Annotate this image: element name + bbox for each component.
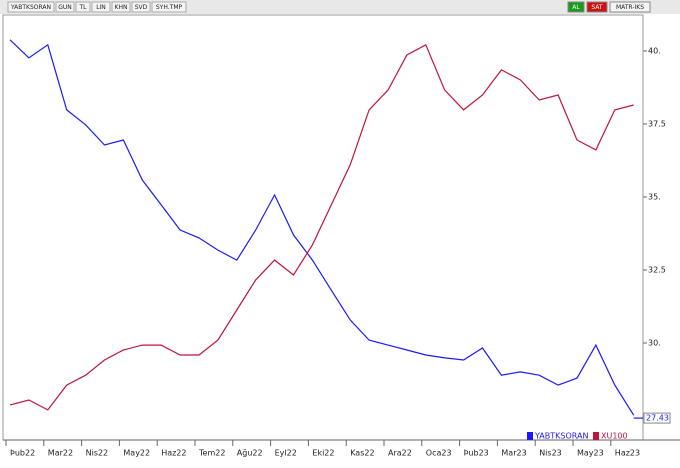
x-tick-label: Tem22 xyxy=(198,449,225,458)
x-tick-label: Oca23 xyxy=(426,449,452,458)
x-tick-label: Þub22 xyxy=(10,449,35,458)
y-tick-label: 32.5 xyxy=(648,266,666,275)
toolbar-button[interactable] xyxy=(567,1,585,13)
toolbar-button[interactable] xyxy=(111,1,131,13)
toolbar-label[interactable]: SAT xyxy=(591,4,603,11)
legend-label: XU100 xyxy=(601,432,628,441)
x-tick-label: Þub23 xyxy=(464,449,489,458)
x-tick-label: Haz23 xyxy=(615,449,640,458)
toolbar-button[interactable] xyxy=(586,1,608,13)
x-tick-label: May22 xyxy=(123,449,150,458)
toolbar-label[interactable]: MATR-IKS xyxy=(616,4,644,11)
toolbar-button[interactable] xyxy=(151,1,187,13)
toolbar-button[interactable] xyxy=(55,1,75,13)
x-tick-label: Mar22 xyxy=(48,449,73,458)
x-tick-label: Ağu22 xyxy=(237,449,263,458)
legend-label: YABTKSORAN xyxy=(534,432,588,441)
toolbar-button[interactable] xyxy=(91,1,111,13)
x-tick-label: May23 xyxy=(577,449,604,458)
toolbar-buttons: YABTKSORAN GUN TL LIN KHN SVD SYH.TMP AL SAT MATR… xyxy=(7,1,651,13)
x-tick-label: Eyl22 xyxy=(275,449,297,458)
last-value-box xyxy=(643,412,671,424)
toolbar-label[interactable]: KHN xyxy=(115,4,128,11)
last-value-label: 27.43 xyxy=(646,414,669,423)
x-tick-label: Haz22 xyxy=(161,449,186,458)
toolbar-label[interactable]: GUN xyxy=(58,4,72,11)
toolbar-button[interactable] xyxy=(131,1,151,13)
toolbar-label[interactable]: SYH.TMP xyxy=(156,4,183,11)
legend-swatch xyxy=(527,432,533,440)
y-tick-label: 30. xyxy=(648,339,661,348)
y-tick-label: 37.5 xyxy=(648,119,666,128)
toolbar-label[interactable]: AL xyxy=(572,4,580,11)
x-tick-label: Ara22 xyxy=(388,449,412,458)
y-tick-label: 40. xyxy=(648,46,661,55)
y-tick-label: 35. xyxy=(648,192,661,201)
toolbar-button[interactable] xyxy=(75,1,91,13)
x-tick-label: Eki22 xyxy=(312,449,334,458)
toolbar-button[interactable] xyxy=(609,1,651,13)
toolbar-button[interactable] xyxy=(7,1,55,13)
legend-swatch xyxy=(593,432,599,440)
x-tick-label: Nis22 xyxy=(86,449,109,458)
x-tick-label: Mar23 xyxy=(501,449,526,458)
toolbar-label[interactable]: SVD xyxy=(135,4,148,11)
series-line xyxy=(9,43,634,411)
toolbar-label[interactable]: LIN xyxy=(96,4,106,11)
x-tick-label: Kas22 xyxy=(350,449,374,458)
series-line xyxy=(9,39,635,416)
toolbar-label[interactable]: YABTKSORAN xyxy=(10,4,51,11)
toolbar-label[interactable]: TL xyxy=(78,4,87,11)
x-tick-label: Nis23 xyxy=(539,449,562,458)
